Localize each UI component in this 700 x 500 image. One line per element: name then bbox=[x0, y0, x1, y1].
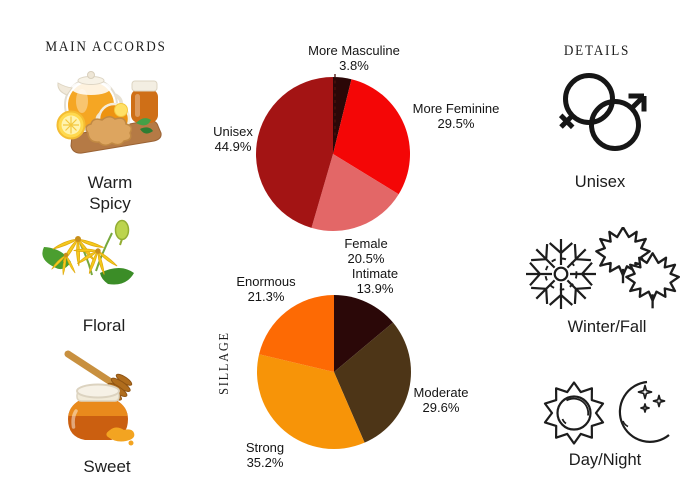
sillage-axis-title: SILLAGE bbox=[217, 331, 232, 395]
moon-icon bbox=[618, 380, 670, 443]
slice-name: Intimate bbox=[351, 266, 399, 281]
ginger-root bbox=[85, 116, 133, 146]
sparkle-stars-icon bbox=[637, 384, 666, 413]
pie-label-enormous: Enormous 21.3% bbox=[236, 274, 295, 304]
slice-value: 29.6% bbox=[422, 400, 460, 415]
pie-slice-unisex bbox=[256, 77, 333, 228]
pie-slice-moderate bbox=[334, 322, 411, 443]
pie-slice-more-feminine bbox=[333, 79, 411, 195]
slice-value: 29.5% bbox=[437, 116, 475, 131]
slice-name: Moderate bbox=[413, 385, 469, 400]
accord-label-line: Warm bbox=[87, 173, 133, 192]
accord-label-warm-spicy: Warm Spicy bbox=[88, 172, 133, 214]
slice-name: Female bbox=[344, 236, 388, 251]
male-symbol-circle bbox=[589, 99, 641, 151]
detail-label-time: Day/Night bbox=[568, 451, 642, 469]
slice-name: More Masculine bbox=[308, 43, 400, 58]
male-symbol-arrow bbox=[628, 93, 647, 112]
female-symbol-cross bbox=[558, 113, 575, 130]
unisex-gender-icon bbox=[558, 73, 647, 151]
accord-label-sweet: Sweet bbox=[83, 456, 130, 477]
gender-pie-chart bbox=[256, 74, 411, 231]
main-accords-title: MAIN ACCORDS bbox=[45, 39, 167, 56]
detail-label-season: Winter/Fall bbox=[567, 318, 647, 336]
sun-icon bbox=[543, 381, 605, 445]
snowflake-arms bbox=[526, 239, 596, 309]
ylang-flower bbox=[51, 236, 118, 276]
slice-value: 35.2% bbox=[246, 455, 284, 470]
floral-accord-image bbox=[42, 219, 134, 285]
female-symbol-circle bbox=[563, 73, 615, 125]
lemon-slice bbox=[56, 110, 86, 140]
pie-slice-enormous bbox=[259, 295, 334, 372]
honey-dipper-stick bbox=[64, 350, 118, 388]
slice-value: 21.3% bbox=[247, 289, 285, 304]
pie-label-intimate: Intimate 13.9% bbox=[352, 266, 398, 296]
pie-label-more-feminine: More Feminine 29.5% bbox=[413, 101, 500, 131]
slice-value: 13.9% bbox=[356, 281, 394, 296]
mint-leaves bbox=[136, 118, 153, 134]
pie-slice-intimate bbox=[334, 295, 394, 372]
pie-label-unisex: Unisex 44.9% bbox=[213, 124, 253, 154]
pie-slice-strong bbox=[256, 354, 365, 450]
accord-label-floral: Floral bbox=[83, 315, 126, 336]
sillage-pie-chart bbox=[256, 295, 411, 450]
accord-label-line: Spicy bbox=[89, 194, 131, 213]
slice-value: 20.5% bbox=[347, 251, 385, 266]
maple-leaves-icon bbox=[595, 227, 680, 309]
honey-jar-small bbox=[131, 80, 158, 123]
detail-label-gender: Unisex bbox=[574, 173, 626, 191]
slice-value: 44.9% bbox=[214, 139, 252, 154]
pie-slice-more-masculine bbox=[333, 77, 352, 154]
accord-label-line: Floral bbox=[82, 316, 126, 335]
slice-name: Enormous bbox=[236, 274, 296, 289]
leaf bbox=[100, 268, 134, 285]
accord-label-line: Sweet bbox=[83, 457, 131, 476]
details-title: DETAILS bbox=[563, 43, 631, 60]
sweet-accord-image bbox=[64, 350, 135, 446]
slice-name: Strong bbox=[245, 440, 285, 455]
flower-bud bbox=[114, 219, 130, 246]
slice-value: 3.8% bbox=[339, 58, 369, 73]
pie-label-moderate: Moderate 29.6% bbox=[414, 385, 469, 415]
warm-spicy-accord-image bbox=[56, 71, 162, 154]
pie-slice-female bbox=[311, 154, 399, 231]
snowflake-icon bbox=[526, 239, 596, 309]
sun-moon-icon bbox=[543, 380, 670, 445]
pie-label-more-masculine: More Masculine 3.8% bbox=[308, 43, 400, 73]
honey-puddle bbox=[106, 427, 135, 446]
slice-name: More Feminine bbox=[412, 101, 500, 116]
pie-label-female: Female 20.5% bbox=[344, 236, 387, 266]
snowflake-maple-leaves-icon bbox=[526, 227, 680, 309]
slice-name: Unisex bbox=[213, 124, 253, 139]
pie-label-strong: Strong 35.2% bbox=[246, 440, 284, 470]
